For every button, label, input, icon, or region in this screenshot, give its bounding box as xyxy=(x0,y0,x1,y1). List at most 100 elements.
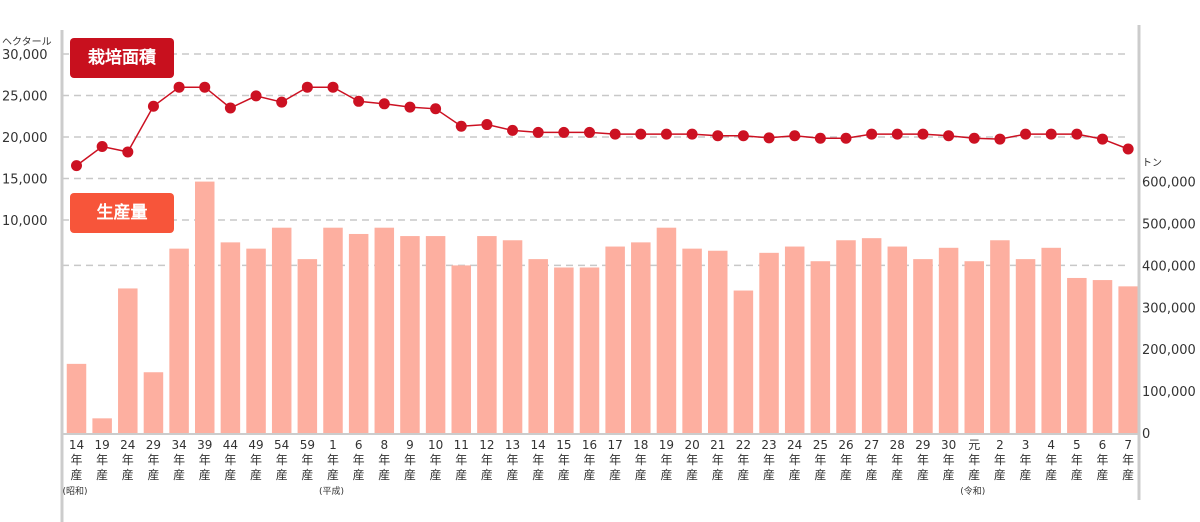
x-tick-suffix: 産 xyxy=(199,467,211,482)
x-tick-label: 6 xyxy=(1099,438,1107,452)
bar xyxy=(631,242,651,433)
x-tick-suffix: 年 xyxy=(609,453,621,467)
left-tick-label: 15,000 xyxy=(2,173,48,188)
point xyxy=(96,141,108,153)
point xyxy=(276,96,288,108)
production-series-badge: 生産量 xyxy=(70,193,174,233)
point xyxy=(404,101,416,113)
x-tick-suffix: 年 xyxy=(763,453,775,467)
bar xyxy=(169,248,189,433)
x-tick-label: 19 xyxy=(95,438,110,452)
right-tick-label: 0 xyxy=(1142,427,1150,442)
bar xyxy=(118,288,138,433)
axes xyxy=(60,25,1141,522)
point xyxy=(353,95,365,107)
bar xyxy=(195,181,215,433)
x-tick-suffix: 産 xyxy=(301,467,313,482)
bar xyxy=(502,240,523,433)
x-tick-suffix: 産 xyxy=(173,467,185,482)
x-tick-suffix: 年 xyxy=(917,453,929,467)
grid-lines xyxy=(62,53,1130,267)
x-tick-suffix: 産 xyxy=(147,467,159,482)
right-tick-label: 100,000 xyxy=(1142,385,1196,400)
x-tick-label: 16 xyxy=(582,438,597,452)
point xyxy=(378,98,390,110)
left-tick-label: 25,000 xyxy=(2,90,48,105)
bar xyxy=(938,247,959,433)
point xyxy=(584,126,595,138)
bar xyxy=(143,372,164,433)
bar xyxy=(1041,247,1061,433)
point xyxy=(147,100,159,112)
bar xyxy=(836,240,856,433)
x-tick-suffix: 産 xyxy=(481,467,493,482)
right-tick-label: 600,000 xyxy=(1142,176,1196,191)
point xyxy=(686,128,698,140)
x-tick-label: 54 xyxy=(274,438,289,452)
x-tick-label: 9 xyxy=(406,438,414,452)
era-label: (令和) xyxy=(960,485,985,497)
x-tick-suffix: 産 xyxy=(994,467,1006,482)
right-axis-unit: トン xyxy=(1142,158,1162,169)
point xyxy=(994,133,1006,145)
left-tick-label: 10,000 xyxy=(2,214,48,229)
bar xyxy=(579,267,600,433)
point xyxy=(301,81,313,93)
bar xyxy=(271,227,292,433)
point xyxy=(943,130,955,142)
left-tick-label: 30,000 xyxy=(2,48,48,63)
x-tick-suffix: 年 xyxy=(1045,453,1057,467)
x-tick-suffix: 年 xyxy=(173,453,185,467)
bar xyxy=(1118,286,1138,433)
point xyxy=(71,160,82,172)
bar xyxy=(1015,259,1036,433)
x-tick-suffix: 産 xyxy=(404,467,416,482)
x-tick-suffix: 年 xyxy=(840,453,852,467)
bar xyxy=(400,236,420,433)
x-tick-suffix: 産 xyxy=(866,467,878,482)
x-tick-suffix: 年 xyxy=(276,453,288,467)
x-tick-suffix: 産 xyxy=(840,467,852,482)
x-tick-suffix: 年 xyxy=(558,453,570,467)
bar xyxy=(861,238,882,433)
point xyxy=(1045,128,1057,140)
x-tick-suffix: 産 xyxy=(1020,467,1032,482)
point xyxy=(1122,143,1134,155)
x-tick-suffix: 年 xyxy=(224,453,236,467)
point xyxy=(763,132,775,144)
x-tick-suffix: 年 xyxy=(866,453,878,467)
point xyxy=(558,126,570,138)
area-line xyxy=(71,81,1134,172)
x-tick-label: 24 xyxy=(787,438,802,452)
point xyxy=(481,119,493,131)
point xyxy=(250,90,262,102)
x-tick-label: 29 xyxy=(915,438,930,452)
x-tick-label: 7 xyxy=(1124,438,1132,452)
left-axis-ticks: 30,000 25,000 20,000 15,000 10,000 xyxy=(2,48,48,229)
x-tick-label: 11 xyxy=(454,438,469,452)
x-tick-suffix: 産 xyxy=(353,467,365,482)
point xyxy=(1020,128,1032,140)
right-tick-label: 500,000 xyxy=(1142,218,1196,233)
x-tick-label: 27 xyxy=(864,438,879,452)
point xyxy=(507,124,519,136)
x-axis-labels: 14年産19年産24年産29年産34年産39年産44年産49年産54年産59年産… xyxy=(63,438,1135,497)
right-axis-ticks: 600,000 500,000 400,000 300,000 200,000 100,0… xyxy=(1142,176,1196,442)
bar xyxy=(92,418,112,433)
x-tick-suffix: 産 xyxy=(609,467,621,482)
bar xyxy=(759,252,779,433)
x-tick-suffix: 産 xyxy=(378,467,390,482)
production-bars xyxy=(66,181,1138,433)
x-tick-suffix: 産 xyxy=(327,467,339,482)
point xyxy=(327,81,339,93)
point xyxy=(173,81,185,93)
left-axis-unit: ヘクタール xyxy=(2,36,52,48)
point xyxy=(224,102,236,114)
x-tick-label: 13 xyxy=(505,438,520,452)
point xyxy=(532,126,544,138)
x-tick-suffix: 年 xyxy=(70,453,82,467)
point xyxy=(430,103,442,115)
x-tick-label: 23 xyxy=(761,438,776,452)
x-tick-suffix: 産 xyxy=(737,467,749,482)
point xyxy=(660,128,672,140)
